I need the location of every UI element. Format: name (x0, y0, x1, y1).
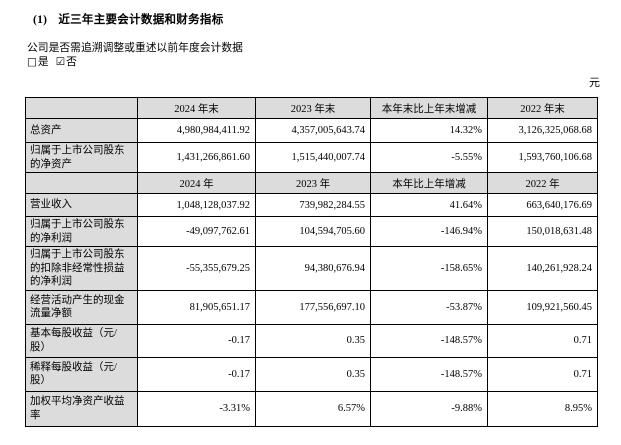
checkbox-unchecked-icon: □ (27, 56, 37, 68)
cell-diluted-eps-2022: 0.71 (487, 356, 598, 392)
cell-nonrecurring-profit-2024: -55,355,679.25 (137, 246, 256, 291)
row-header-period-year: 2024 年 2023 年 本年比上年增减 2022 年 (25, 172, 598, 194)
option-yes-label: 是 (37, 56, 49, 68)
currency-unit-label: 元 (589, 77, 600, 89)
row-label: 归属于上市公司股东的扣除非经常性损益的净利润 (25, 246, 138, 291)
header-2024: 2024 年 (137, 172, 256, 194)
row-label: 稀释每股收益（元/股） (25, 356, 138, 392)
row-header-period-end: 2024 年末 2023 年末 本年末比上年末增减 2022 年末 (25, 97, 598, 119)
cell-nonrecurring-profit-change: -158.65% (370, 246, 488, 291)
row-net-profit-after-nonrecurring: 归属于上市公司股东的扣除非经常性损益的净利润 -55,355,679.25 94… (25, 246, 598, 291)
cell-cash-flow-2022: 109,921,560.45 (487, 289, 598, 325)
header-2023-end: 2023 年末 (255, 97, 371, 119)
row-net-profit-attributable: 归属于上市公司股东的净利润 -49,097,762.61 104,594,705… (25, 216, 598, 247)
header-2024-end: 2024 年末 (137, 97, 256, 119)
cell-cash-flow-change: -53.87% (370, 289, 488, 325)
cell-nonrecurring-profit-2023: 94,380,676.94 (255, 246, 371, 291)
cell-net-assets-2022: 1,593,760,106.68 (487, 142, 598, 173)
header-yoy-end-change: 本年末比上年末增减 (370, 97, 488, 119)
row-label: 营业收入 (25, 193, 138, 217)
header-2022-end: 2022 年末 (487, 97, 598, 119)
row-basic-eps: 基本每股收益（元/股） -0.17 0.35 -148.57% 0.71 (25, 323, 598, 358)
row-label: 加权平均净资产收益率 (25, 390, 138, 427)
cell-roe-2024: -3.31% (137, 390, 256, 427)
section-title: (1) 近三年主要会计数据和财务指标 (33, 11, 224, 27)
header-yoy-change: 本年比上年增减 (370, 172, 488, 194)
row-label: 经营活动产生的现金流量净额 (25, 289, 138, 325)
section-title-text: 近三年主要会计数据和财务指标 (58, 14, 224, 26)
corner-cell (25, 97, 138, 119)
row-total-assets: 总资产 4,980,984,411.92 4,357,005,643.74 14… (25, 118, 598, 143)
restatement-options: □是 ☑否 (27, 53, 84, 69)
option-no-label: 否 (66, 56, 77, 68)
cell-net-assets-2024: 1,431,266,861.60 (137, 142, 256, 173)
cell-nonrecurring-profit-2022: 140,261,928.24 (487, 246, 598, 291)
key-financials-table: 2024 年末 2023 年末 本年末比上年末增减 2022 年末 总资产 4,… (25, 97, 598, 427)
cell-diluted-eps-2024: -0.17 (137, 356, 256, 392)
corner-cell (25, 172, 138, 194)
row-label: 归属于上市公司股东的净资产 (25, 142, 138, 173)
row-operating-cash-flow: 经营活动产生的现金流量净额 81,905,651.17 177,556,697.… (25, 289, 598, 325)
row-label: 总资产 (25, 118, 138, 143)
header-2022: 2022 年 (487, 172, 598, 194)
row-label: 基本每股收益（元/股） (25, 323, 138, 358)
cell-diluted-eps-change: -148.57% (370, 356, 488, 392)
cell-total-assets-2024: 4,980,984,411.92 (137, 118, 256, 143)
cell-revenue-change: 41.64% (370, 193, 488, 217)
cell-roe-change: -9.88% (370, 390, 488, 427)
cell-net-profit-2022: 150,018,631.48 (487, 216, 598, 247)
cell-basic-eps-2022: 0.71 (487, 323, 598, 358)
row-weighted-avg-roe: 加权平均净资产收益率 -3.31% 6.57% -9.88% 8.95% (25, 390, 598, 427)
row-net-assets-attributable: 归属于上市公司股东的净资产 1,431,266,861.60 1,515,440… (25, 142, 598, 173)
cell-revenue-2023: 739,982,284.55 (255, 193, 371, 217)
cell-cash-flow-2024: 81,905,651.17 (137, 289, 256, 325)
cell-cash-flow-2023: 177,556,697.10 (255, 289, 371, 325)
cell-roe-2022: 8.95% (487, 390, 598, 427)
option-yes: □是 (27, 56, 49, 68)
cell-net-profit-2023: 104,594,705.60 (255, 216, 371, 247)
cell-roe-2023: 6.57% (255, 390, 371, 427)
cell-net-profit-2024: -49,097,762.61 (137, 216, 256, 247)
row-diluted-eps: 稀释每股收益（元/股） -0.17 0.35 -148.57% 0.71 (25, 356, 598, 392)
cell-basic-eps-2023: 0.35 (255, 323, 371, 358)
cell-revenue-2024: 1,048,128,037.92 (137, 193, 256, 217)
cell-diluted-eps-2023: 0.35 (255, 356, 371, 392)
cell-total-assets-change: 14.32% (370, 118, 488, 143)
checkbox-checked-icon: ☑ (55, 56, 66, 68)
cell-basic-eps-change: -148.57% (370, 323, 488, 358)
cell-net-profit-change: -146.94% (370, 216, 488, 247)
option-no: ☑否 (56, 56, 77, 68)
cell-basic-eps-2024: -0.17 (137, 323, 256, 358)
section-number: (1) (33, 14, 48, 26)
cell-net-assets-2023: 1,515,440,007.74 (255, 142, 371, 173)
cell-total-assets-2023: 4,357,005,643.74 (255, 118, 371, 143)
cell-total-assets-2022: 3,126,325,068.68 (487, 118, 598, 143)
header-2023: 2023 年 (255, 172, 371, 194)
restatement-question: 公司是否需追溯调整或重述以前年度会计数据 (27, 42, 243, 54)
row-label: 归属于上市公司股东的净利润 (25, 216, 138, 247)
cell-revenue-2022: 663,640,176.69 (487, 193, 598, 217)
cell-net-assets-change: -5.55% (370, 142, 488, 173)
row-operating-revenue: 营业收入 1,048,128,037.92 739,982,284.55 41.… (25, 193, 598, 217)
